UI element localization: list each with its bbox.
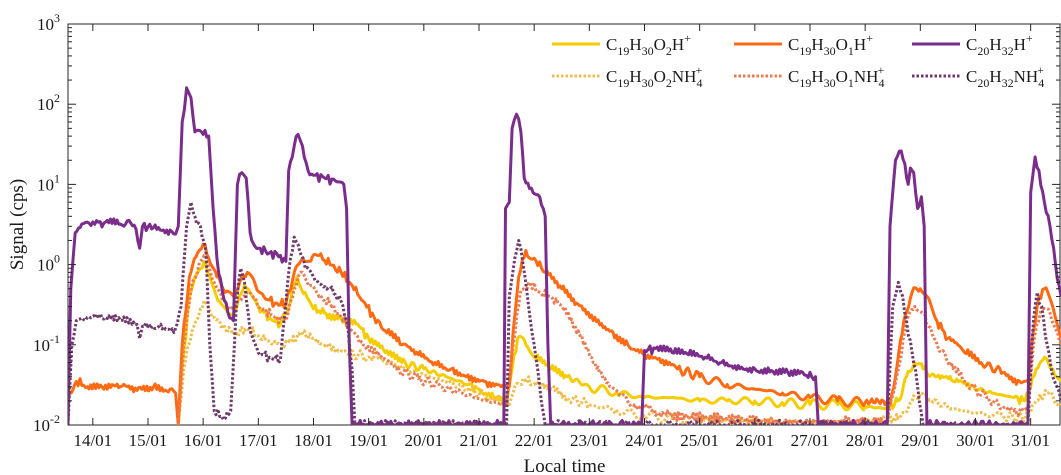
x-tick-label: 16/01	[184, 431, 223, 450]
x-tick-label: 17/01	[239, 431, 278, 450]
plot-area	[67, 23, 1061, 426]
x-tick-label: 29/01	[901, 431, 940, 450]
legend-label-c20h: C20H32H+	[966, 31, 1033, 58]
y-tick-label: 100	[37, 252, 60, 275]
legend-label-c20nh4: C20H32NH4+	[966, 63, 1044, 90]
x-tick-label: 30/01	[956, 431, 995, 450]
x-tick-label: 14/01	[73, 431, 112, 450]
series-layer	[68, 86, 1061, 425]
series-line-c19o2nh4	[176, 299, 1061, 425]
x-axis: 14/01 15/01 16/01 17/01 18/01 19/01 20/01 21/01…	[73, 24, 1050, 450]
legend-label-c19o2nh4: C19H30O2NH4+	[606, 63, 702, 90]
legend-label-c19o1nh4: C19H30O1NH4+	[788, 63, 884, 90]
y-tick-label: 102	[37, 91, 60, 114]
x-tick-label: 23/01	[570, 431, 609, 450]
x-tick-label: 28/01	[846, 431, 885, 450]
x-tick-label: 22/01	[515, 431, 554, 450]
y-tick-label: 103	[37, 11, 60, 34]
legend-label-c19o1h: C19H30O1H+	[788, 31, 873, 58]
y-tick-label: 101	[37, 171, 60, 194]
legend: C19H30O2H+ C19H30O1H+ C20H32H+ C19H30O2NH4+…	[552, 31, 1044, 90]
x-tick-label: 27/01	[791, 431, 830, 450]
x-tick-label: 26/01	[735, 431, 774, 450]
x-tick-label: 31/01	[1011, 431, 1050, 450]
x-tick-label: 21/01	[460, 431, 499, 450]
x-tick-label: 25/01	[680, 431, 719, 450]
series-line-c19o2h	[176, 259, 1061, 425]
series-line-c20nh4	[68, 200, 1061, 425]
x-axis-label: Local time	[524, 456, 606, 475]
x-tick-label: 15/01	[129, 431, 168, 450]
x-tick-label: 19/01	[349, 431, 388, 450]
y-tick-label: 10-1	[33, 332, 60, 355]
x-tick-label: 24/01	[625, 431, 664, 450]
y-axis-label: Signal (cps)	[7, 179, 28, 270]
x-tick-label: 18/01	[294, 431, 333, 450]
y-tick-label: 10-2	[33, 412, 60, 435]
series-line-c19o1h	[68, 242, 1061, 425]
x-tick-label: 20/01	[404, 431, 443, 450]
series-line-c19o1nh4	[176, 253, 1061, 425]
legend-label-c19o2h: C19H30O2H+	[606, 31, 691, 58]
y-axis: 10-2 10-1 100 101 102 103	[33, 11, 1060, 435]
